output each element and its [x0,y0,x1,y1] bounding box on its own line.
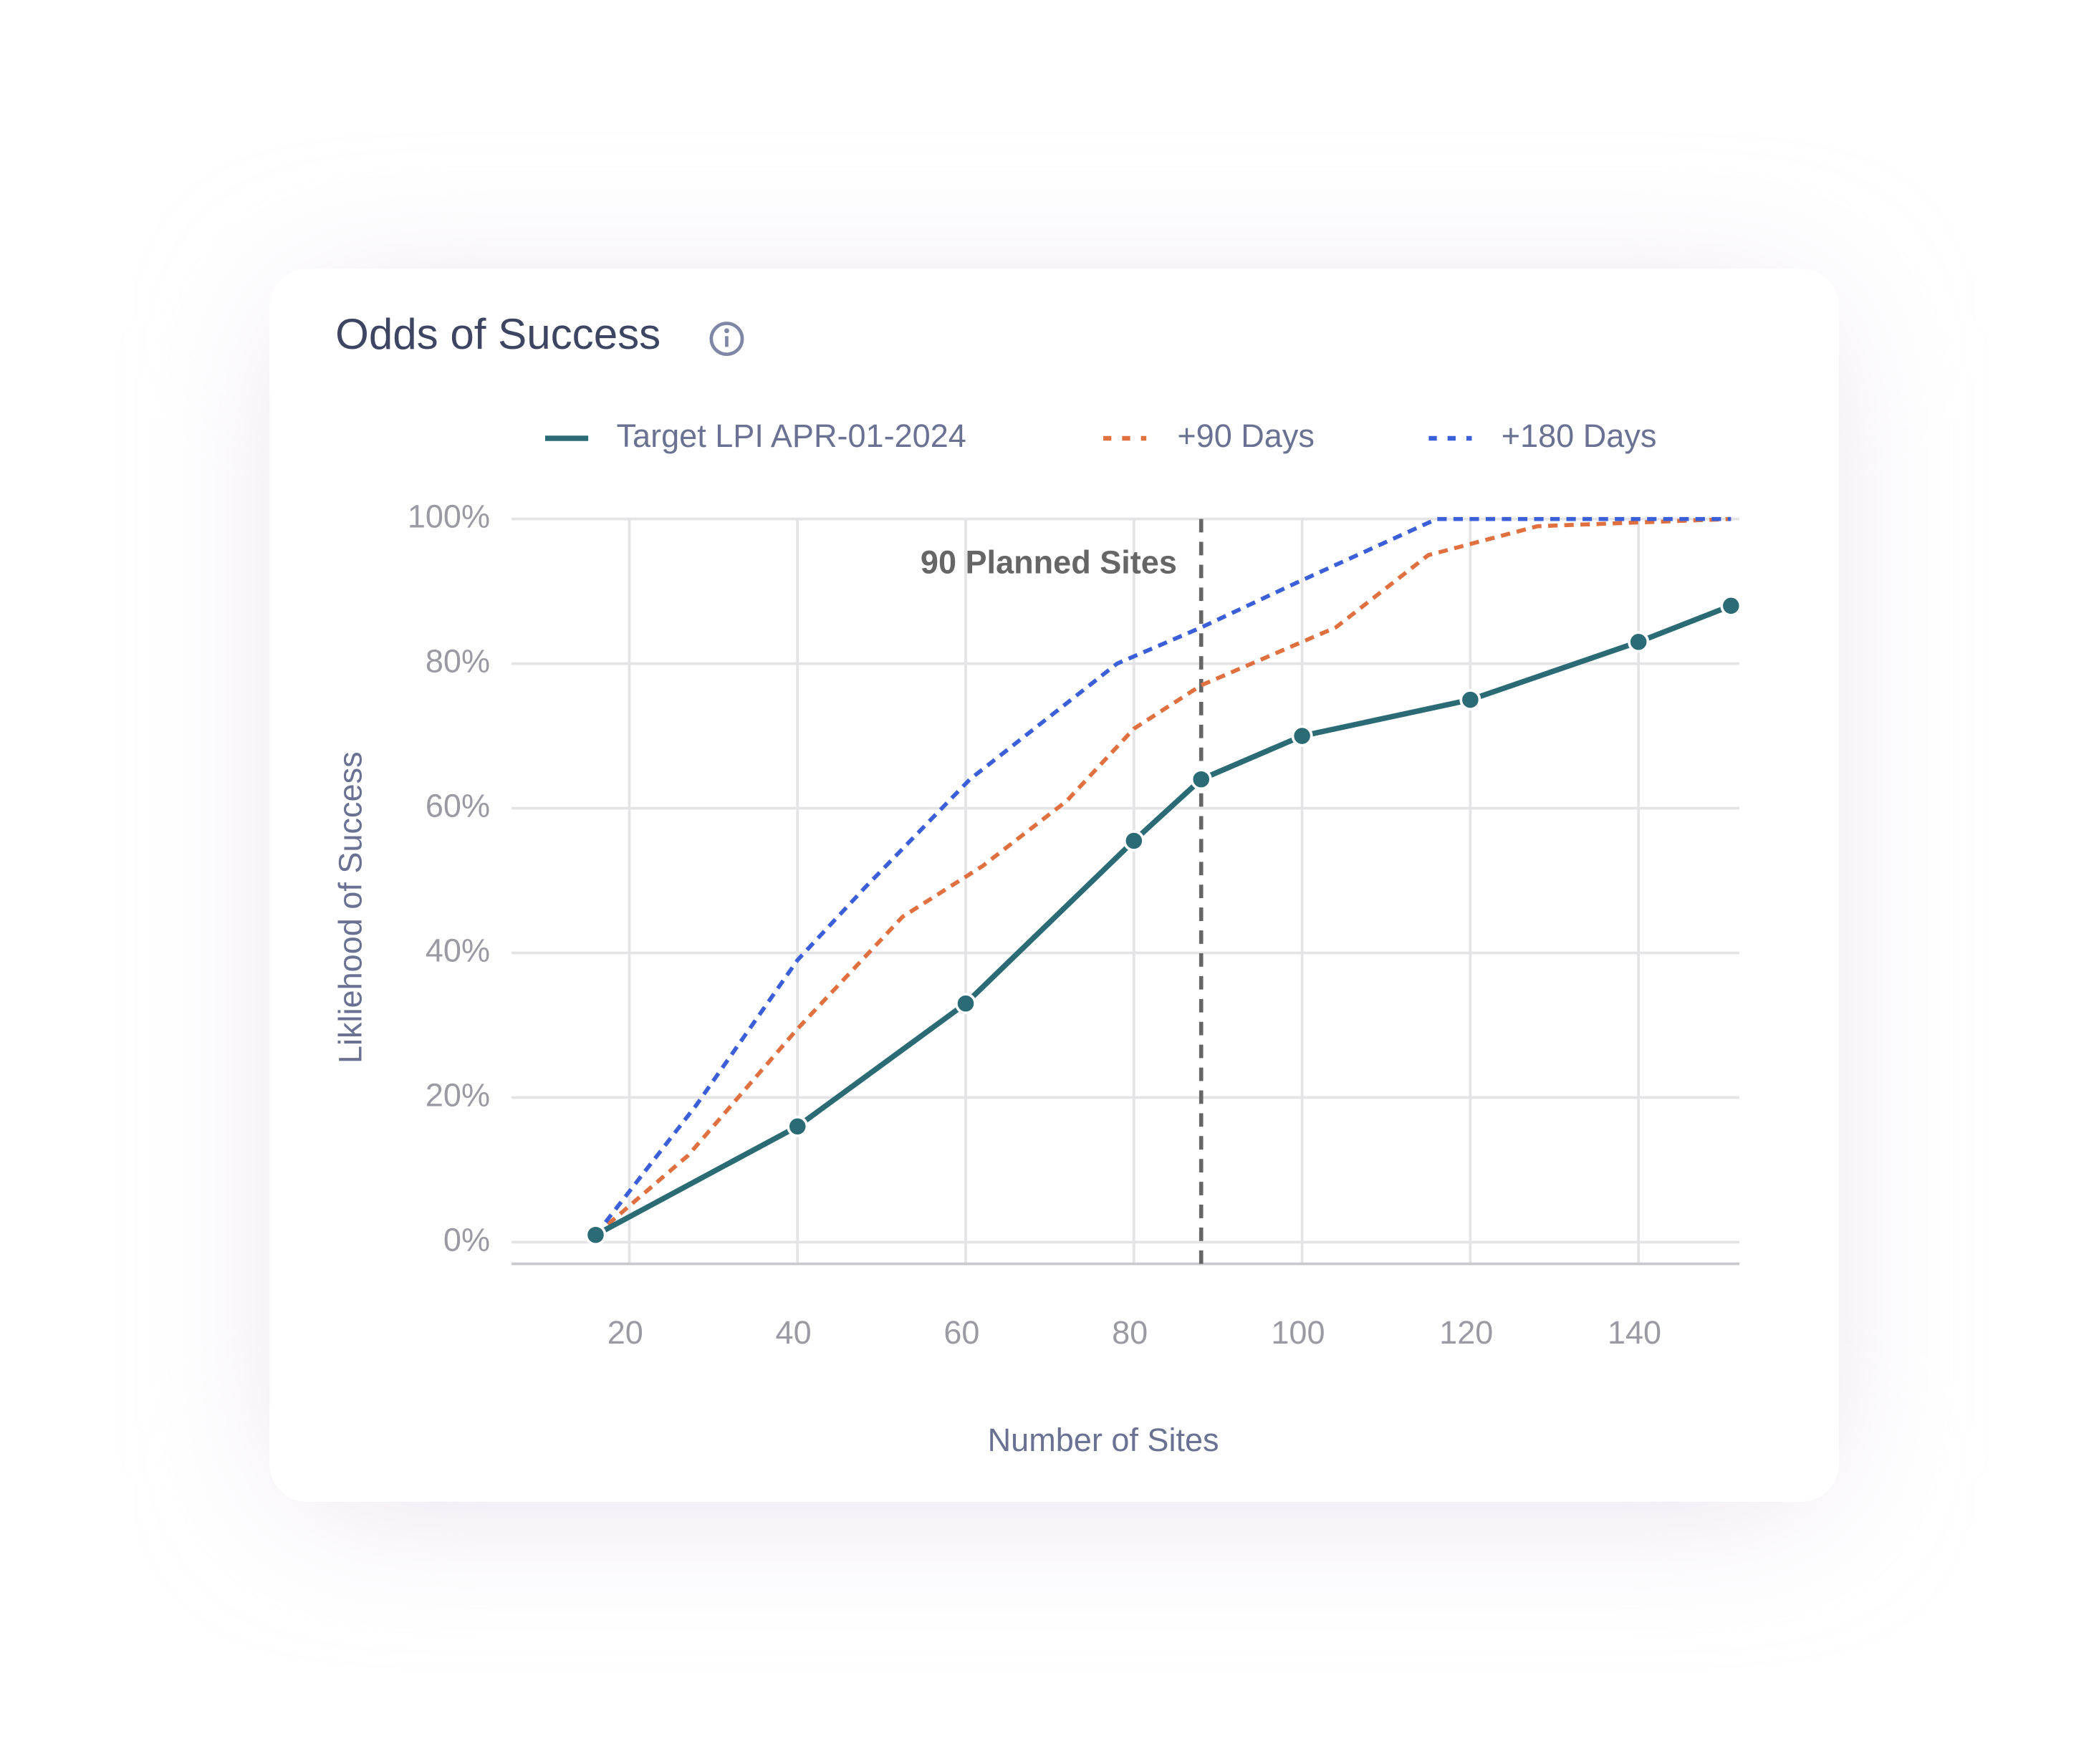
point [787,1115,809,1137]
x-tick-label: 120 [1439,1314,1493,1351]
x-tick-label: 60 [943,1314,979,1351]
legend-label: +90 Days [1177,418,1315,454]
point [1291,725,1313,747]
y-tick-label: 0% [443,1221,490,1258]
y-tick-label: 80% [426,642,490,679]
point [1459,689,1481,711]
x-tick-label: 20 [607,1314,643,1351]
legend-label: +180 Days [1502,418,1657,454]
chart-title: Odds of Success [335,310,661,358]
point [585,1224,607,1246]
y-tick-label: 40% [426,932,490,968]
x-tick-label: 140 [1608,1314,1661,1351]
card [269,269,1839,1502]
series-line [594,516,1731,1237]
y-axis-label: Likliehood of Success [332,751,368,1064]
x-tick-label: 40 [776,1314,812,1351]
y-tick-label: 60% [426,787,490,824]
point [1190,768,1212,791]
y-tick-label: 20% [426,1076,490,1113]
info-icon-circle [709,322,744,357]
point [1123,829,1145,852]
x-tick-label: 80 [1112,1314,1148,1351]
annotation-label: 90 Planned Sites [921,544,1177,580]
point [954,993,977,1015]
point [1720,594,1742,617]
series-line [594,516,1731,1236]
x-tick-label: 100 [1271,1314,1325,1351]
point [1628,631,1650,653]
x-axis-label: Number of Sites [988,1422,1219,1458]
info-icon[interactable] [709,322,744,357]
info-icon-dot [724,328,729,334]
legend-label: Target LPI APR-01-2024 [617,418,966,454]
y-tick-label: 100% [408,498,490,535]
